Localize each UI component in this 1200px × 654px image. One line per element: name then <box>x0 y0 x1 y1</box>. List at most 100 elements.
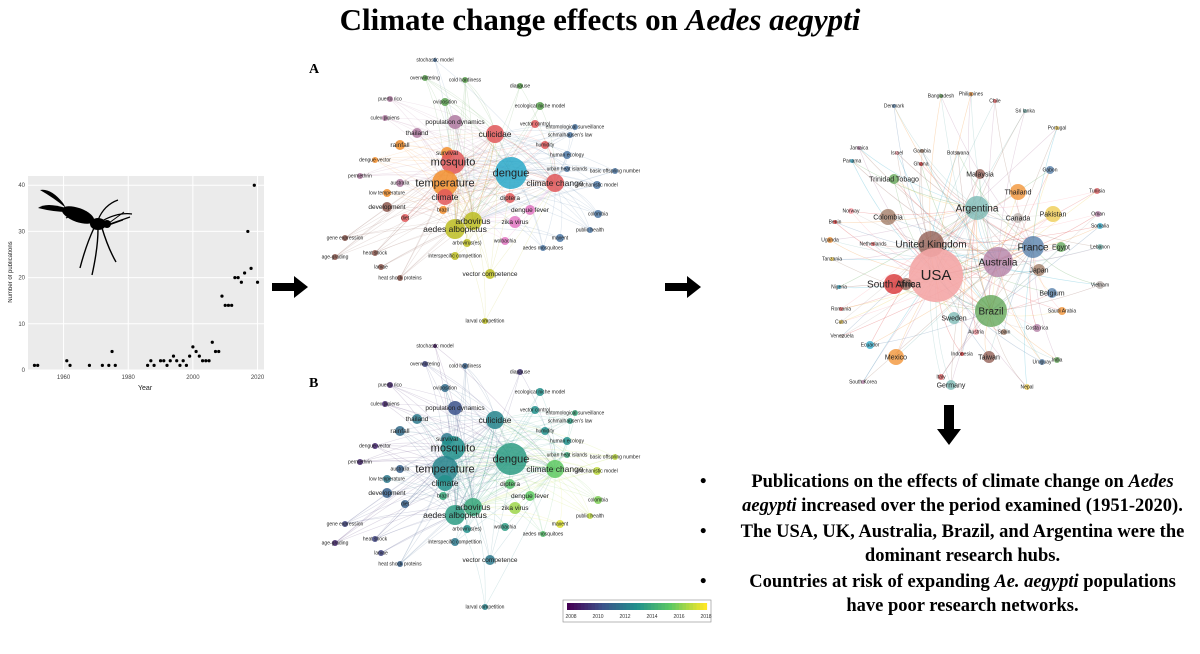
keyword-node <box>332 254 338 260</box>
keyword-label: aedes albopictus <box>423 224 487 234</box>
keyword-node <box>441 436 465 460</box>
keyword-node <box>397 275 403 281</box>
keyword-label: mosquito <box>431 157 476 169</box>
network-edge <box>359 174 556 184</box>
keyword-label: public health <box>576 228 604 234</box>
country-label: Romania <box>831 307 851 313</box>
legend-swatch <box>623 603 627 610</box>
country-label: Germany <box>937 382 966 389</box>
keyword-label: vector control <box>520 122 550 128</box>
y-axis-label: Number of publications <box>8 241 14 302</box>
country-edge <box>840 207 978 323</box>
keyword-label: age-grading <box>322 255 349 261</box>
keyword-node <box>439 206 447 214</box>
bullet-symbol: • <box>700 472 707 492</box>
country-node <box>866 341 874 349</box>
data-point <box>194 349 198 354</box>
country-edge <box>968 93 978 209</box>
keyword-node <box>378 550 384 556</box>
country-label: Portugal <box>1048 126 1067 132</box>
right-arrow-icon <box>272 276 308 298</box>
country-label: Malaysia <box>966 171 994 178</box>
data-point <box>178 363 182 367</box>
country-node <box>1039 359 1045 365</box>
legend-swatch <box>577 603 582 610</box>
keyword-label: oviposition <box>433 386 457 392</box>
country-edge <box>893 105 978 209</box>
keyword-label: zika virus <box>501 219 529 226</box>
country-label: Norway <box>843 209 860 215</box>
keyword-label: cold hardiness <box>449 364 482 370</box>
page-title: Climate change effects on Aedes aegypti <box>339 2 861 37</box>
network-edge <box>404 182 556 219</box>
keyword-label: larvae <box>374 265 388 271</box>
publications-scatter-chart: 1960 1980 2000 2020 0 10 20 30 40 Year Number o… <box>8 172 268 394</box>
network-edge <box>399 419 496 565</box>
keyword-label: temperature <box>415 178 474 190</box>
country-label: China <box>897 281 915 288</box>
network-edge <box>454 513 561 525</box>
network-edge <box>334 419 496 544</box>
country-edge <box>950 207 978 386</box>
network-edge <box>359 419 496 463</box>
country-node <box>1094 188 1100 194</box>
keyword-node <box>382 202 392 212</box>
legend-swatch <box>609 603 613 610</box>
country-label: Brazil <box>978 306 1003 317</box>
keyword-cluster-network: A stochastic model overwintering cold hard… <box>305 52 641 342</box>
network-edge <box>444 430 546 470</box>
country-node <box>975 169 985 179</box>
network-edge <box>472 85 521 222</box>
keyword-label: low temperature <box>369 191 405 197</box>
keyword-node <box>439 492 447 500</box>
country-node <box>895 151 899 155</box>
keyword-label: stochastic model <box>416 344 453 350</box>
network-edge <box>434 59 456 230</box>
legend-swatch <box>651 603 655 610</box>
country-node <box>848 208 854 214</box>
country-node <box>938 374 944 380</box>
network-edge <box>442 182 556 211</box>
network-edge <box>472 220 561 239</box>
country-node <box>973 329 979 335</box>
keyword-label: arbovirus <box>456 502 491 512</box>
legend-swatch <box>640 603 645 610</box>
keyword-node <box>486 125 504 143</box>
keyword-node <box>612 168 618 174</box>
country-label: Nepal <box>1020 385 1033 391</box>
country-node <box>892 104 896 108</box>
legend-swatch <box>647 603 652 610</box>
y-tick-label: 40 <box>18 183 25 189</box>
country-node <box>1047 288 1057 298</box>
network-edge <box>444 456 616 470</box>
network-edge <box>494 133 591 231</box>
data-point <box>197 354 201 358</box>
legend-swatch <box>570 603 575 610</box>
keyword-label: dengue <box>493 454 530 466</box>
keyword-label: interspecific competition <box>428 540 482 546</box>
keyword-node <box>463 239 471 247</box>
country-edge <box>976 207 1101 248</box>
data-point <box>146 363 150 367</box>
keyword-label: colombia <box>588 212 608 218</box>
legend-swatch <box>686 603 690 610</box>
keyword-label: dengue fever <box>511 207 550 214</box>
country-label: Argentina <box>956 203 999 214</box>
keyword-node <box>462 77 468 83</box>
network-edge <box>444 170 616 184</box>
network-edge <box>472 456 616 508</box>
data-point <box>32 363 37 367</box>
keyword-node <box>501 523 509 531</box>
keyword-node <box>383 189 391 197</box>
keyword-label: heat shock <box>363 537 388 543</box>
network-edge <box>489 419 498 561</box>
keyword-node <box>412 128 422 138</box>
country-label: France <box>1017 242 1049 253</box>
network-edge <box>344 458 512 525</box>
keyword-node <box>396 465 404 473</box>
network-edge <box>454 419 496 516</box>
y-axis-ticks: 0 10 20 30 40 <box>18 183 25 374</box>
network-edge <box>452 446 616 458</box>
network-edge <box>444 468 591 517</box>
country-label: Sweden <box>941 315 966 322</box>
